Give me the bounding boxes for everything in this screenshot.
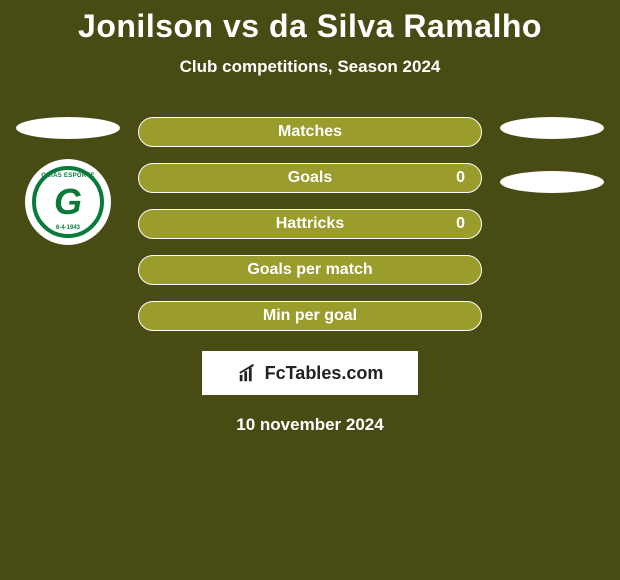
right-ellipse-1 [500,117,604,139]
stat-bar-mpg: Min per goal [138,301,482,331]
stat-bar-goals: Goals 0 [138,163,482,193]
club-badge-inner: GOIÁS ESPORTE G 6-4-1943 [32,166,104,238]
stat-bar-gpm: Goals per match [138,255,482,285]
stat-label: Min per goal [263,307,357,325]
stats-column: Matches Goals 0 Hattricks 0 Goals per ma… [138,117,482,331]
chart-icon [237,362,259,384]
content-row: GOIÁS ESPORTE G 6-4-1943 Matches Goals 0… [0,117,620,331]
page-title: Jonilson vs da Silva Ramalho [0,8,620,45]
stat-label: Goals per match [247,261,372,279]
stat-label: Goals [288,169,332,187]
badge-letter: G [54,184,82,220]
club-badge: GOIÁS ESPORTE G 6-4-1943 [25,159,111,245]
subtitle: Club competitions, Season 2024 [0,57,620,77]
stat-value: 0 [456,169,465,187]
infographic-container: Jonilson vs da Silva Ramalho Club compet… [0,0,620,435]
stat-label: Matches [278,123,342,141]
badge-bottom-text: 6-4-1943 [56,225,80,231]
stat-bar-matches: Matches [138,117,482,147]
footer-date: 10 november 2024 [0,415,620,435]
stat-value: 0 [456,215,465,233]
brand-box: FcTables.com [202,351,418,395]
left-ellipse [16,117,120,139]
badge-top-text: GOIÁS ESPORTE [41,173,95,179]
brand-text: FcTables.com [265,363,384,384]
right-column [492,117,612,193]
right-ellipse-2 [500,171,604,193]
stat-bar-hattricks: Hattricks 0 [138,209,482,239]
left-column: GOIÁS ESPORTE G 6-4-1943 [8,117,128,245]
stat-label: Hattricks [276,215,344,233]
